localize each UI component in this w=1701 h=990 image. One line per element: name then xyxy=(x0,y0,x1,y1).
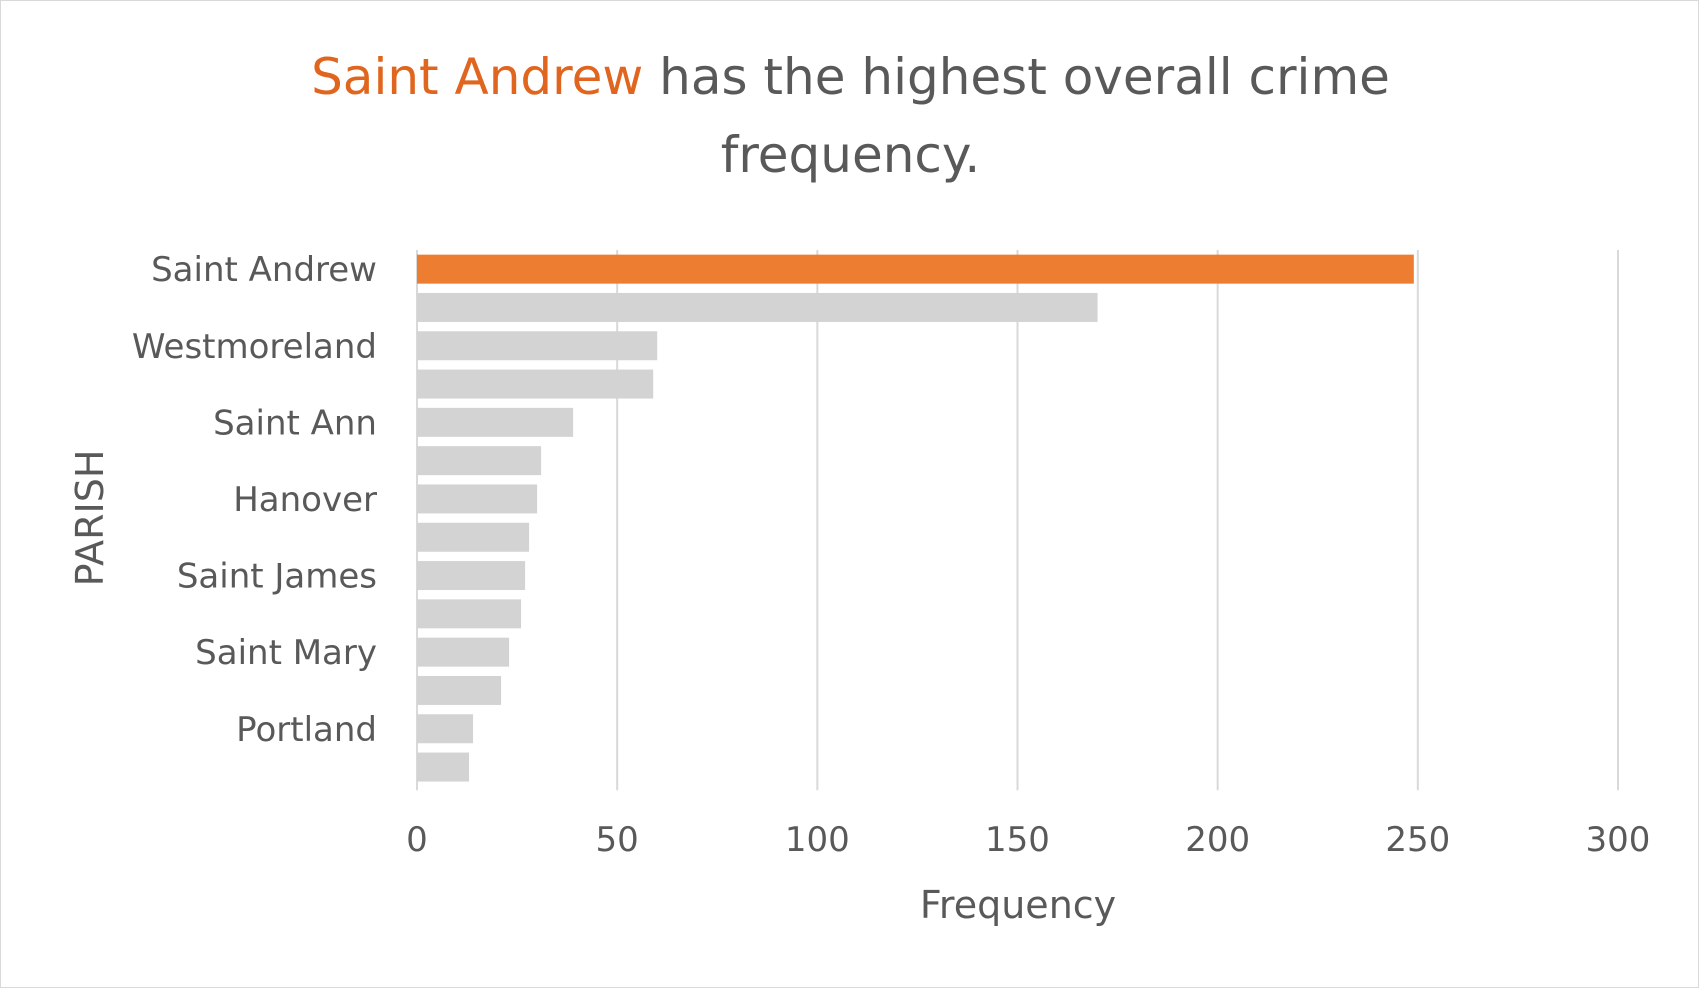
title-rest: has the highest overall crime xyxy=(643,48,1390,106)
title-highlight: Saint Andrew xyxy=(311,48,644,106)
x-tick-label: 100 xyxy=(785,820,850,860)
x-tick-label: 300 xyxy=(1586,820,1651,860)
bar-1 xyxy=(417,254,1414,284)
x-tick-label: 150 xyxy=(985,820,1050,860)
bar-9 xyxy=(417,561,526,591)
bar-13 xyxy=(417,714,474,744)
gridlines xyxy=(416,250,1619,791)
bar-6 xyxy=(417,446,542,476)
bars xyxy=(417,254,1414,782)
category-labels: Saint Andrew Westmoreland Saint Ann Hanover… xyxy=(132,250,377,750)
chart-title: Saint Andrew has the highest overall cri… xyxy=(0,38,1701,194)
bar-4 xyxy=(417,369,654,399)
y-axis-title: PARISH xyxy=(68,450,112,587)
bar-8 xyxy=(417,522,530,552)
title-line-2: frequency. xyxy=(720,126,981,184)
bar-10 xyxy=(417,599,522,629)
x-tick-label: 0 xyxy=(406,820,428,860)
bar-11 xyxy=(417,637,510,667)
x-tick-label: 50 xyxy=(596,820,639,860)
category-label: Saint Ann xyxy=(213,403,377,443)
category-label: Westmoreland xyxy=(132,327,377,367)
bar-2 xyxy=(417,292,1098,322)
bar-7 xyxy=(417,484,538,514)
category-label: Saint Mary xyxy=(195,633,377,673)
bar-3 xyxy=(417,331,658,361)
x-axis-title: Frequency xyxy=(920,883,1116,927)
x-tick-labels: 0 50 100 150 200 250 300 xyxy=(406,820,1650,860)
x-tick-label: 200 xyxy=(1185,820,1250,860)
category-label: Hanover xyxy=(233,480,377,520)
category-label: Saint James xyxy=(177,557,377,597)
category-label: Portland xyxy=(236,710,377,750)
bar-5 xyxy=(417,407,574,437)
bar-14 xyxy=(417,752,470,782)
title-line-1: Saint Andrew has the highest overall cri… xyxy=(0,38,1701,116)
category-label: Saint Andrew xyxy=(151,250,377,290)
bar-12 xyxy=(417,675,502,705)
x-tick-label: 250 xyxy=(1385,820,1450,860)
